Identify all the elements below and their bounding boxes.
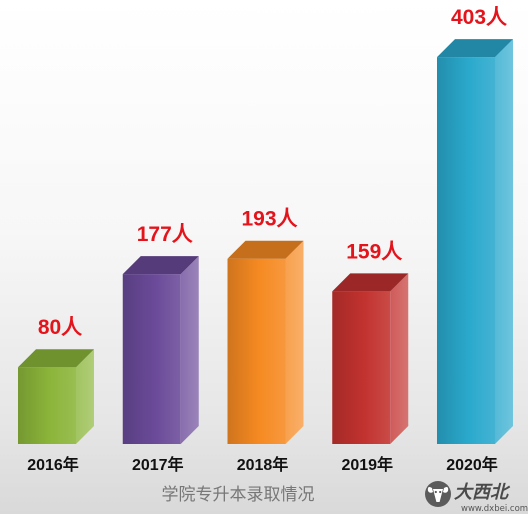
category-label-2020: 2020年 [446,455,498,474]
bar-2018-front [227,258,286,444]
watermark-url: www.dxbei.com [461,504,528,514]
bar-2016-front [18,367,76,444]
ram-head-icon [425,481,451,507]
bar-2019-side [390,273,409,444]
bar-2020-side [495,39,513,445]
value-labels-group: 80人 177人 193人 159人 403人 [38,6,507,339]
bar-2018 [227,240,304,444]
bar-2017-side [180,256,199,444]
bar-2018-side [285,240,304,444]
bar-2019-top [332,273,409,292]
bar-2016-side [76,349,94,444]
category-label-2016: 2016年 [27,455,79,474]
bar-2020-top [437,39,513,58]
value-label-2017: 177人 [137,223,193,246]
category-labels-group: 2016年 2017年 2018年 2019年 2020年 [27,455,498,474]
watermark: 大西北 www.dxbei.com [425,481,528,514]
bar-2019 [332,273,409,444]
bars-group [18,39,513,445]
bar-2020-front [437,57,495,445]
bar-2016-top [18,349,94,368]
value-label-2018: 193人 [241,208,297,231]
chart-caption: 学院专升本录取情况 [162,485,315,504]
category-label-2019: 2019年 [341,455,393,474]
value-label-2016: 80人 [38,316,82,339]
value-label-2019: 159人 [346,240,402,263]
bar-2017-top [122,256,199,275]
bar-2020 [437,39,513,445]
bar-2017-front [122,274,181,444]
category-label-2018: 2018年 [237,455,289,474]
category-label-2017: 2017年 [132,455,184,474]
watermark-brand: 大西北 [454,482,511,503]
bar-2017 [122,256,199,444]
bar-2016 [18,349,94,444]
bar-2018-top [227,240,304,259]
value-label-2020: 403人 [451,6,507,29]
bar-2019-front [332,291,391,444]
